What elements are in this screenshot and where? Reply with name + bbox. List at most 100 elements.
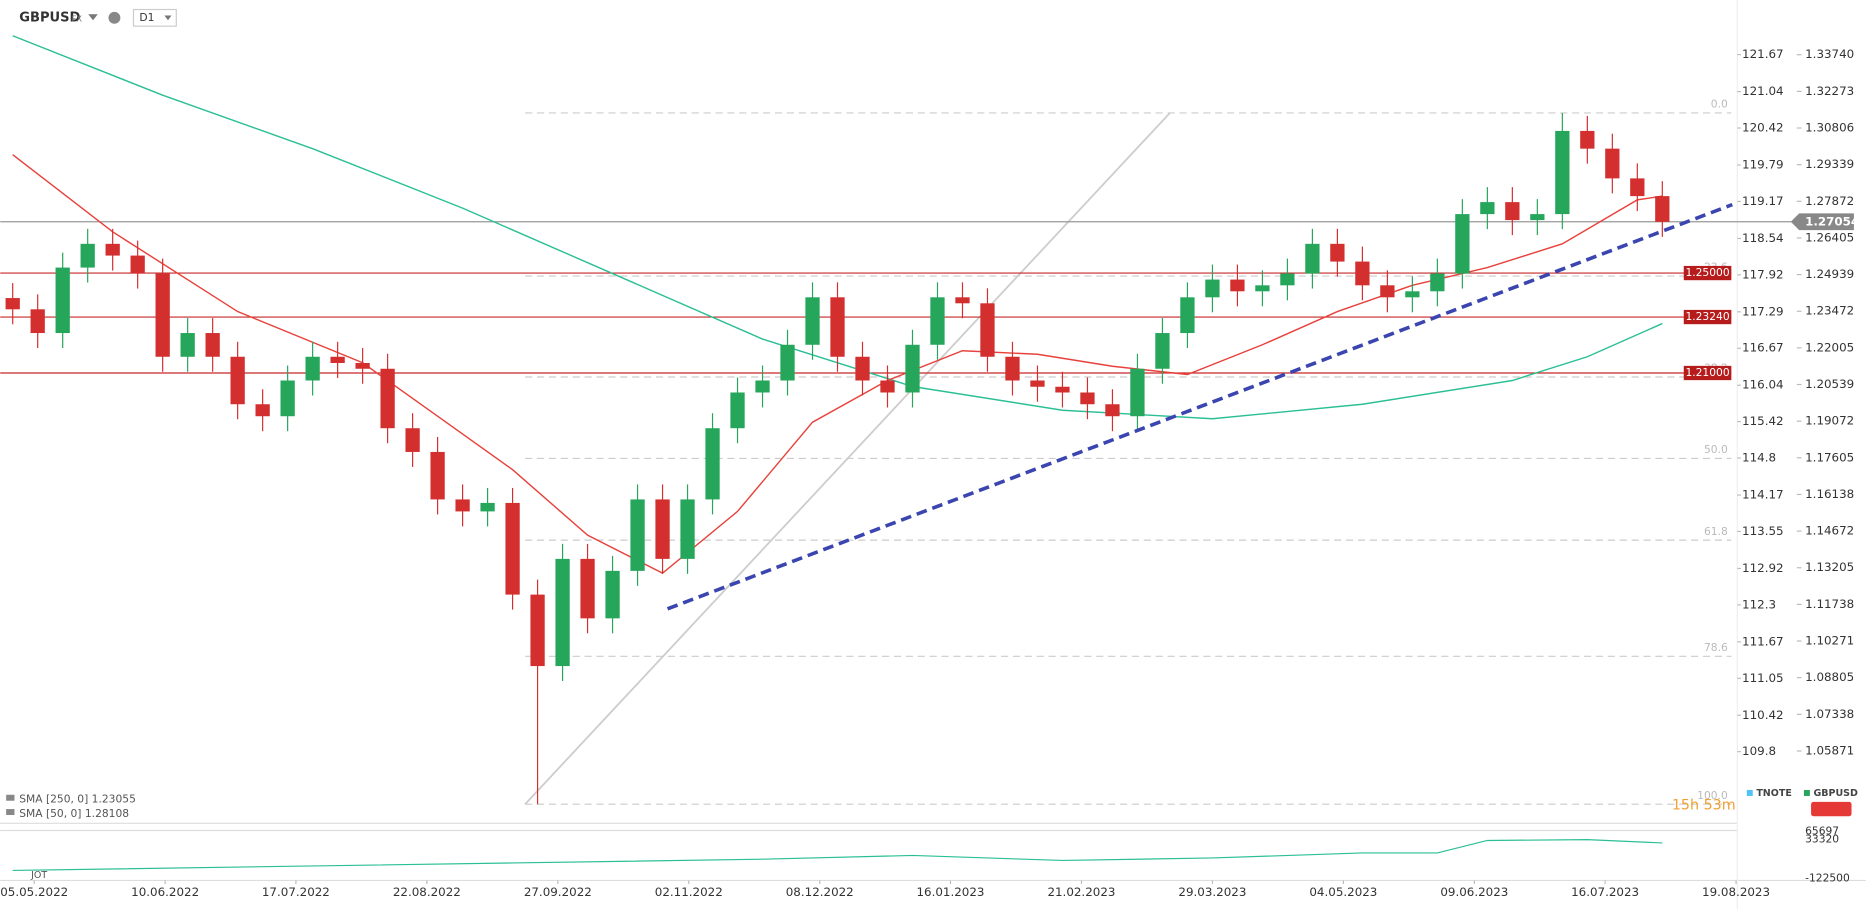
candle-body bbox=[55, 267, 70, 334]
y2-tick-label: 118.54 bbox=[1742, 231, 1784, 245]
x-tick-label: 10.06.2022 bbox=[131, 885, 199, 899]
candle-body bbox=[330, 356, 345, 364]
candle-body bbox=[1005, 356, 1020, 381]
symbol-dropdown[interactable] bbox=[88, 14, 98, 21]
candle-body bbox=[980, 303, 995, 357]
fib-label: 0.0 bbox=[1711, 98, 1728, 111]
y2-tick-label: 111.67 bbox=[1742, 634, 1784, 648]
legend-entry: SMA [250, 0] 1.23055 bbox=[19, 793, 136, 806]
symbol: GBPUSD bbox=[19, 10, 80, 25]
x-tick-label: 09.06.2023 bbox=[1440, 885, 1508, 899]
timeframe-box[interactable] bbox=[132, 8, 177, 27]
candle-body bbox=[1605, 148, 1620, 179]
candle-body bbox=[1205, 279, 1220, 298]
candle-body bbox=[1155, 333, 1170, 369]
y-tick-label: 1.30806 bbox=[1805, 121, 1854, 135]
y-tick-label: 1.10271 bbox=[1805, 634, 1854, 648]
instrument-icon bbox=[1746, 790, 1753, 796]
x-tick-label: 21.02.2023 bbox=[1047, 885, 1115, 899]
y-tick-label: 1.16138 bbox=[1805, 487, 1854, 501]
candle-body bbox=[1430, 273, 1445, 292]
candle-body bbox=[955, 297, 970, 304]
legend-icon bbox=[6, 809, 15, 816]
candle-body bbox=[380, 368, 395, 429]
y2-tick-label: 114.17 bbox=[1742, 488, 1784, 502]
candle-body bbox=[1505, 202, 1520, 221]
y2-tick-label: 120.42 bbox=[1742, 121, 1784, 135]
y-tick-label: 1.14672 bbox=[1805, 524, 1854, 538]
candle-body bbox=[1280, 273, 1295, 286]
panel-tick-label: 65697 bbox=[1805, 825, 1839, 838]
y2-tick-label: 114.8 bbox=[1742, 451, 1776, 465]
candle-body bbox=[1130, 368, 1145, 417]
y-tick-label: 1.05871 bbox=[1805, 743, 1854, 757]
level-label: 1.21000 bbox=[1685, 366, 1729, 379]
instrument-name[interactable]: TNOTE bbox=[1756, 788, 1791, 799]
y-tick-label: 1.08805 bbox=[1805, 670, 1854, 684]
y2-tick-label: 116.67 bbox=[1742, 341, 1784, 355]
candle-body bbox=[780, 344, 795, 381]
candle-body bbox=[1080, 392, 1095, 405]
level-box bbox=[1683, 265, 1732, 281]
timeframe: D1 bbox=[139, 11, 154, 24]
candle-body bbox=[680, 499, 695, 559]
candle-body bbox=[180, 333, 195, 357]
fib-label: 61.8 bbox=[1704, 525, 1728, 538]
x-tick-label: 05.05.2022 bbox=[0, 885, 68, 899]
candle-body bbox=[105, 243, 120, 256]
sma-line bbox=[12, 154, 1663, 574]
y2-tick-label: 121.67 bbox=[1742, 47, 1784, 61]
candle-body bbox=[155, 273, 170, 357]
y2-tick-label: 113.55 bbox=[1742, 524, 1784, 538]
y-tick-label: 1.22005 bbox=[1805, 340, 1854, 354]
x-tick-label: 02.11.2022 bbox=[655, 885, 723, 899]
candle-body bbox=[1055, 386, 1070, 393]
candle-body bbox=[280, 380, 295, 417]
candle-body bbox=[1405, 291, 1420, 298]
candle-body bbox=[80, 243, 95, 268]
timeframe-dropdown[interactable] bbox=[164, 15, 172, 21]
candle-body bbox=[880, 380, 895, 393]
instrument-icon bbox=[1803, 790, 1810, 796]
x-tick-label: 16.07.2023 bbox=[1571, 885, 1639, 899]
y-tick-label: 1.11738 bbox=[1805, 597, 1854, 611]
legend-icon bbox=[6, 794, 15, 801]
panel-line bbox=[12, 839, 1663, 872]
info-icon[interactable] bbox=[108, 11, 121, 24]
instrument-badge[interactable] bbox=[1811, 801, 1852, 817]
y2-tick-label: 110.42 bbox=[1742, 708, 1784, 722]
candle-body bbox=[855, 356, 870, 381]
x-tick-label: 16.01.2023 bbox=[916, 885, 984, 899]
y2-tick-label: 112.3 bbox=[1742, 597, 1776, 611]
candle-body bbox=[255, 404, 270, 417]
candle-body bbox=[505, 502, 520, 595]
fib-label: 50.0 bbox=[1704, 443, 1728, 456]
level-box bbox=[1683, 365, 1732, 381]
x-tick-label: 19.08.2023 bbox=[1702, 885, 1770, 899]
y-tick-label: 1.26405 bbox=[1805, 230, 1854, 244]
panel-tick-label: 33320 bbox=[1805, 833, 1839, 846]
candle-body bbox=[705, 428, 720, 500]
candle-body bbox=[555, 558, 570, 667]
candle-body bbox=[30, 309, 45, 334]
candle-body bbox=[630, 499, 645, 571]
y2-tick-label: 121.04 bbox=[1742, 84, 1784, 98]
level-label: 1.23240 bbox=[1685, 310, 1729, 323]
instrument-name[interactable]: GBPUSD bbox=[1813, 788, 1858, 799]
candle-body bbox=[230, 356, 245, 405]
candle-body bbox=[1655, 196, 1670, 222]
candle-body bbox=[1455, 214, 1470, 274]
panel-name: JOT bbox=[30, 870, 47, 881]
y-tick-label: 1.27872 bbox=[1805, 194, 1854, 208]
candle-body bbox=[1630, 178, 1645, 197]
x-tick-label: 08.12.2022 bbox=[786, 885, 854, 899]
y-tick-label: 1.20539 bbox=[1805, 377, 1854, 391]
y-tick-label: 1.19072 bbox=[1805, 414, 1854, 428]
panel-tick-label: -122500 bbox=[1805, 872, 1850, 885]
candle-body bbox=[905, 344, 920, 393]
y-tick-label: 1.13205 bbox=[1805, 560, 1854, 574]
candle-body bbox=[130, 255, 145, 274]
candle-body bbox=[730, 392, 745, 429]
candle-body bbox=[1230, 279, 1245, 292]
